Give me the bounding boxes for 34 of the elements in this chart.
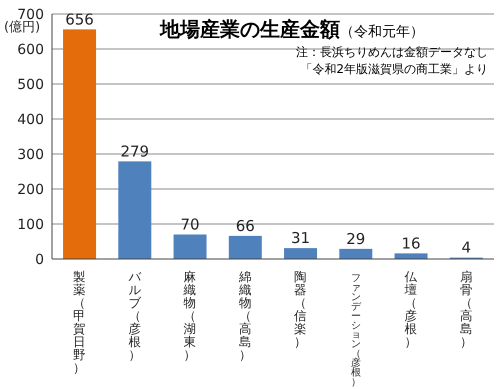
data-label: 31: [291, 229, 310, 248]
bar: [118, 161, 152, 259]
data-label: 70: [180, 216, 200, 234]
x-tick-label: 麻織物（湖東）: [182, 269, 197, 362]
bar: [228, 236, 262, 259]
data-label: 279: [120, 142, 150, 160]
y-tick-label: 200: [17, 182, 44, 198]
annotation: 「令和2年版滋賀県の商工業」より: [299, 61, 488, 78]
data-label: 4: [462, 238, 472, 257]
data-label: 16: [402, 234, 421, 252]
bar: [63, 29, 96, 259]
y-axis-title: (億円): [4, 20, 40, 36]
y-tick-label: 0: [35, 252, 44, 268]
data-label: 29: [346, 230, 366, 248]
y-tick-label: 100: [17, 216, 44, 233]
x-tick-label: 綿織物（高島）: [238, 269, 252, 362]
category-label: ファンデーション（彦根）: [350, 273, 361, 388]
text: （令和元年）: [340, 24, 424, 40]
bar: [339, 248, 372, 259]
y-tick-label: 300: [17, 146, 44, 163]
data-label: 656: [65, 10, 94, 28]
bar: [284, 248, 318, 259]
x-tick-label: 扇骨（高島）: [460, 269, 473, 349]
y-tick-label: 500: [17, 76, 44, 93]
x-tick-label: 製薬（甲賀日野）: [73, 269, 86, 375]
x-tick-label: 仏壇（彦根）: [404, 269, 419, 349]
bar: [174, 234, 207, 259]
data-label: 66: [236, 216, 255, 235]
x-tick-label: バルブ（彦根）: [127, 269, 142, 362]
x-tick-label: 陶器（信楽）: [294, 269, 308, 349]
annotation: 注：長浜ちりめんは金額データなし: [296, 44, 488, 61]
chart-title: 地場産業の生産金額: [160, 17, 340, 41]
y-tick-label: 400: [17, 112, 44, 128]
y-tick-label: 600: [17, 42, 44, 58]
